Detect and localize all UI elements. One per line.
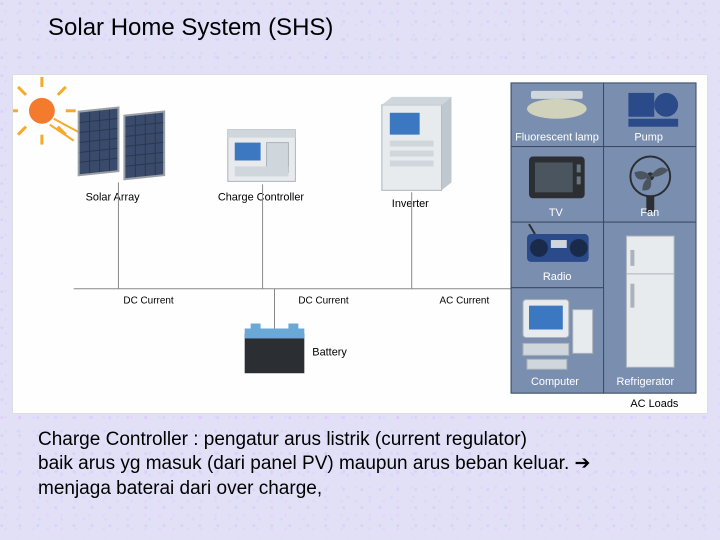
charge-controller-label: Charge Controller — [218, 191, 305, 203]
load-radio-label: Radio — [543, 271, 572, 283]
load-fridge-label: Refrigerator — [616, 376, 674, 388]
battery-icon — [245, 324, 305, 374]
pump-icon — [628, 93, 678, 127]
diagram-svg: Solar Array Charge Controller Inverter — [13, 75, 707, 413]
caption-line-3: menjaga baterai dari over charge, — [38, 478, 322, 499]
ac-loads-title: AC Loads — [630, 398, 679, 410]
shs-diagram: Solar Array Charge Controller Inverter — [12, 74, 708, 414]
caption-text: Charge Controller : pengatur arus listri… — [38, 428, 678, 501]
inverter-icon — [382, 97, 452, 190]
tv-icon — [529, 157, 585, 199]
load-computer-label: Computer — [531, 376, 579, 388]
section-dc-2: DC Current — [298, 296, 348, 307]
solar-array-icon — [78, 106, 165, 180]
inverter-label: Inverter — [392, 198, 429, 210]
page-title: Solar Home System (SHS) — [48, 14, 333, 42]
lamp-icon — [527, 91, 587, 119]
battery-label: Battery — [312, 346, 347, 358]
section-dc-1: DC Current — [123, 296, 173, 307]
solar-array-label: Solar Array — [86, 191, 141, 203]
ac-loads-panel: Fluorescent lamp Pump TV Fan Radio Compu… — [511, 83, 696, 393]
fridge-icon — [626, 236, 674, 367]
load-tv-label: TV — [549, 207, 564, 219]
load-lamp-label: Fluorescent lamp — [515, 132, 599, 144]
charge-controller-icon — [228, 130, 296, 182]
load-pump-label: Pump — [634, 132, 663, 144]
caption-line-2: baik arus yg masuk (dari panel PV) maupu… — [38, 453, 575, 474]
arrow-icon: ➔ — [575, 453, 591, 474]
section-ac: AC Current — [440, 296, 490, 307]
sun-icon — [13, 77, 80, 145]
load-fan-label: Fan — [640, 207, 659, 219]
caption-line-1: Charge Controller : pengatur arus listri… — [38, 429, 527, 450]
